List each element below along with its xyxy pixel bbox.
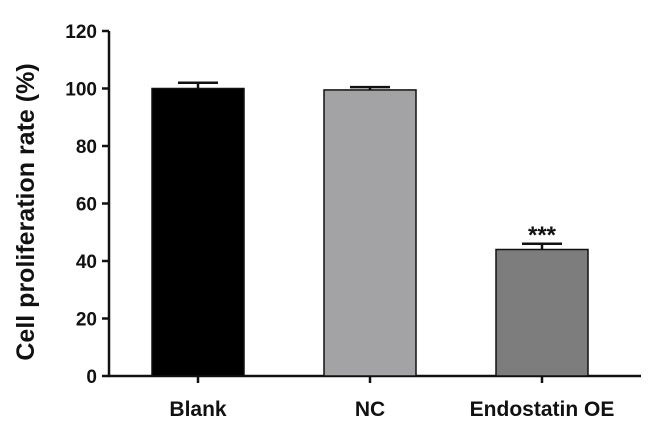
bar <box>152 89 244 377</box>
x-tick-label: Endostatin OE <box>470 398 615 421</box>
bar <box>324 90 416 376</box>
y-tick-label: 60 <box>76 195 97 216</box>
y-tick-label: 40 <box>76 252 97 273</box>
y-tick-label: 0 <box>86 367 97 388</box>
y-tick-label: 20 <box>76 310 97 331</box>
y-tick-label: 80 <box>76 137 97 158</box>
x-tick-label: Blank <box>169 398 227 421</box>
plot-area: 0 20 40 60 80 100 120 Blank NC Endostatin OE *** <box>65 22 641 421</box>
x-tick-label: NC <box>355 398 385 421</box>
y-axis-title: Cell proliferation rate (%) <box>12 63 40 360</box>
significance-label: *** <box>528 222 557 249</box>
y-tick-label: 100 <box>65 80 97 101</box>
bar <box>496 250 588 377</box>
y-tick-label: 120 <box>65 22 97 43</box>
